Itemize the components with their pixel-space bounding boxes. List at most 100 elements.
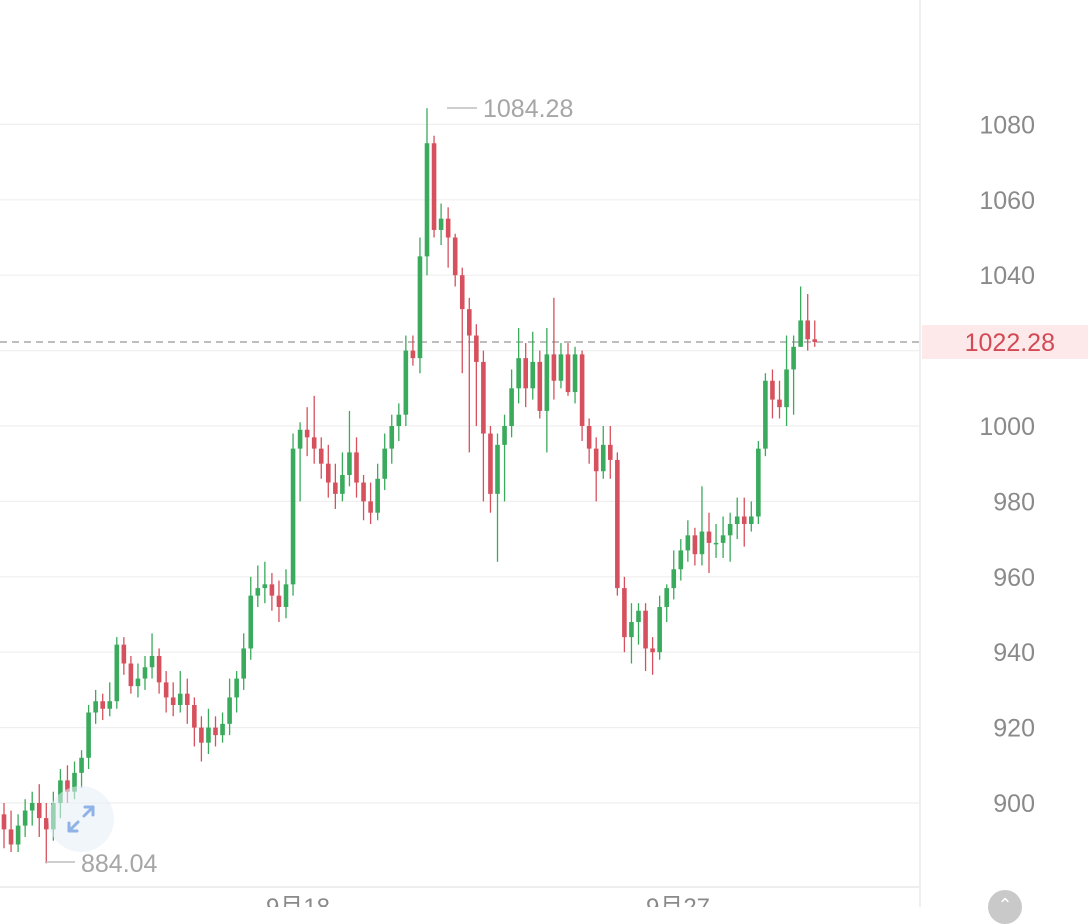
candle-body-65 <box>459 275 465 310</box>
candle-body-28 <box>199 727 204 743</box>
candle-body-102 <box>720 535 726 543</box>
candle-body-107 <box>756 448 761 517</box>
candle-body-110 <box>777 399 782 408</box>
candle-40 <box>283 569 289 619</box>
candle-52 <box>368 482 373 525</box>
y-tick-label-1060: 1060 <box>979 187 1035 215</box>
candle-body-37 <box>262 584 268 589</box>
candle-body-77 <box>544 354 550 411</box>
candle-body-67 <box>474 335 479 362</box>
candle-body-53 <box>375 478 380 513</box>
candle-body-113 <box>798 320 803 347</box>
candle-body-25 <box>177 693 183 705</box>
candle-body-115 <box>812 339 818 343</box>
candle-14 <box>100 693 105 721</box>
y-tick-label-900: 900 <box>993 790 1035 818</box>
candle-103 <box>727 512 733 562</box>
candle-body-12 <box>86 712 91 758</box>
candle-body-44 <box>311 437 317 449</box>
y-tick-label-940: 940 <box>993 639 1035 667</box>
candle-body-50 <box>354 452 359 483</box>
candle-38 <box>269 573 275 611</box>
candle-body-63 <box>445 218 451 238</box>
y-tick-label-1080: 1080 <box>979 111 1035 139</box>
candle-12 <box>86 704 91 770</box>
candle-46 <box>326 444 331 498</box>
candle-18 <box>128 655 134 694</box>
current-price-badge <box>922 325 1088 359</box>
candle-61 <box>431 135 437 238</box>
candle-4 <box>29 791 35 826</box>
candle-0 <box>1 803 7 849</box>
candle-body-89 <box>629 622 634 638</box>
candle-75 <box>530 331 536 400</box>
x-label-sep18: 9月18 <box>266 894 330 907</box>
candle-106 <box>749 501 754 532</box>
candle-body-24 <box>170 697 176 705</box>
candle-body-105 <box>741 516 747 525</box>
candle-37 <box>262 561 268 604</box>
candle-113 <box>798 286 803 347</box>
candle-17 <box>121 637 127 675</box>
chevron-icon: ⌃ <box>997 895 1013 915</box>
candle-41 <box>290 433 296 596</box>
candle-21 <box>149 633 155 679</box>
candle-body-76 <box>537 361 543 411</box>
candle-56 <box>396 403 402 442</box>
candle-102 <box>720 516 726 558</box>
candle-16 <box>114 637 120 709</box>
candle-27 <box>192 697 197 747</box>
candle-89 <box>629 603 634 664</box>
candle-90 <box>636 603 641 645</box>
candle-74 <box>523 343 528 408</box>
candle-body-56 <box>396 414 402 426</box>
candle-68 <box>481 350 486 502</box>
candle-35 <box>248 576 254 660</box>
candle-body-43 <box>304 429 310 438</box>
candle-87 <box>615 452 620 596</box>
candle-91 <box>643 603 648 672</box>
candle-96 <box>678 539 684 581</box>
candle-body-16 <box>114 644 120 702</box>
candle-body-114 <box>805 320 810 340</box>
candle-13 <box>93 689 98 724</box>
candle-body-18 <box>128 663 134 687</box>
candle-body-20 <box>142 667 148 679</box>
candle-20 <box>142 655 148 690</box>
candle-body-86 <box>608 444 613 460</box>
candle-50 <box>354 437 359 498</box>
candle-body-32 <box>227 697 232 724</box>
candle-body-103 <box>727 524 733 536</box>
candle-77 <box>544 327 550 453</box>
candle-19 <box>135 663 141 698</box>
candle-body-100 <box>706 531 712 543</box>
candle-78 <box>551 297 557 400</box>
candle-53 <box>375 463 380 521</box>
candle-60 <box>424 108 430 276</box>
candle-55 <box>389 414 395 464</box>
chevron-button[interactable]: ⌃ <box>988 890 1022 924</box>
candle-body-71 <box>502 426 507 445</box>
candle-body-9 <box>65 780 70 792</box>
expand-chart-button[interactable] <box>48 786 114 852</box>
candle-body-60 <box>424 143 430 257</box>
candle-5 <box>36 784 42 837</box>
candle-body-46 <box>326 463 331 483</box>
candle-108 <box>763 373 768 457</box>
candle-body-75 <box>530 361 536 389</box>
candle-88 <box>622 576 627 653</box>
candle-body-111 <box>784 369 789 408</box>
candle-body-112 <box>791 346 796 370</box>
candle-body-73 <box>516 358 521 389</box>
candle-104 <box>734 497 740 540</box>
candle-84 <box>593 437 599 502</box>
candle-body-99 <box>699 531 705 555</box>
candle-57 <box>403 335 409 426</box>
candle-body-57 <box>403 350 409 415</box>
y-axis-labels: 900 920 940 960 980 1000 1040 1060 1080 <box>979 111 1035 818</box>
candle-93 <box>657 595 662 660</box>
candle-body-22 <box>156 655 162 683</box>
candle-body-91 <box>643 610 648 649</box>
candle-26 <box>185 678 190 724</box>
candle-body-64 <box>452 237 458 276</box>
